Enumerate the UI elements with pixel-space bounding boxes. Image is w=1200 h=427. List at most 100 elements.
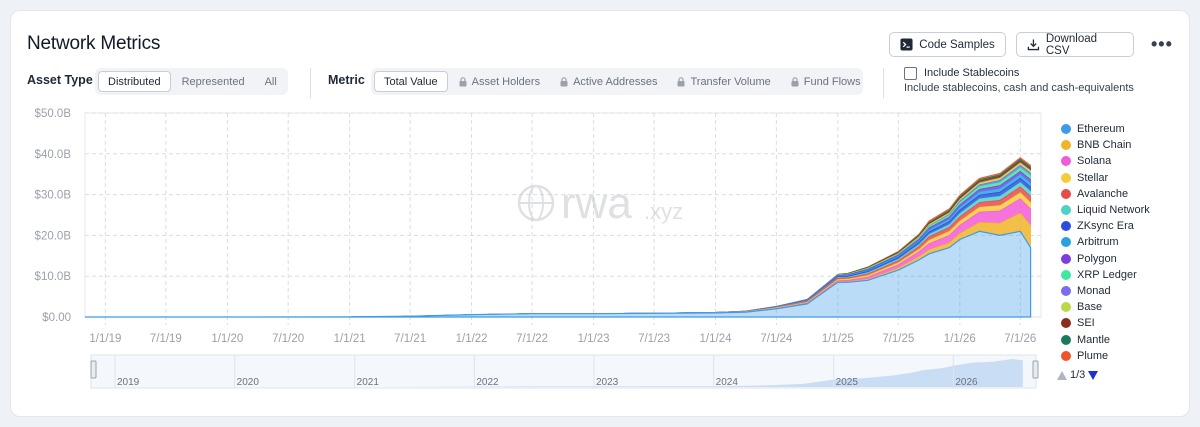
metric-fund-flows[interactable]: Fund Flows [782, 71, 870, 92]
legend-item[interactable]: Avalanche [1061, 186, 1150, 202]
legend-label: Liquid Network [1077, 204, 1150, 217]
legend-label: Arbitrum [1077, 236, 1119, 249]
x-tick-label: 7/1/22 [516, 333, 548, 345]
divider [310, 68, 311, 98]
legend-pager: 1/3 [1057, 369, 1099, 381]
navigator-year-label: 2020 [237, 377, 260, 388]
legend-label: Avalanche [1077, 187, 1129, 200]
network-metrics-card: Network Metrics Code Samples Download CS… [10, 10, 1190, 417]
legend-swatch [1061, 172, 1071, 183]
include-stablecoins-label: Include Stablecoins [924, 67, 1020, 79]
navigator-year-label: 2023 [596, 377, 619, 388]
include-stablecoins-description: Include stablecoins, cash and cash-equiv… [904, 82, 1134, 94]
x-tick-label: 1/1/23 [578, 333, 610, 345]
range-navigator[interactable]: 2019 2020 2021 2022 2023 2024 2025 2026 [90, 354, 1039, 389]
navigator-year-label: 2022 [476, 377, 499, 388]
legend-item[interactable]: Ethereum [1061, 121, 1150, 137]
legend-label: Monad [1077, 284, 1111, 297]
y-tick-label: $40.0B [35, 149, 72, 161]
asset-type-toggle: Distributed Represented All [95, 68, 288, 95]
navigator-year-label: 2024 [716, 377, 739, 388]
legend-item[interactable]: BNB Chain [1061, 137, 1150, 153]
area-chart[interactable]: rwa .xyz $0.00 $10.0B $20.0B $30.0B $40.0B $5… [11, 11, 1051, 406]
metric-asset-holders[interactable]: Asset Holders [450, 71, 549, 92]
lock-icon [677, 76, 685, 86]
x-tick-label: 7/1/23 [638, 333, 670, 345]
x-tick-label: 1/1/25 [822, 333, 854, 345]
legend-item[interactable]: Arbitrum [1061, 234, 1150, 250]
legend-swatch [1061, 205, 1071, 216]
x-tick-label: 7/1/26 [1004, 333, 1036, 345]
legend-label: Plume [1077, 349, 1109, 362]
x-tick-label: 1/1/24 [700, 333, 733, 345]
legend-swatch [1061, 237, 1071, 248]
watermark-brand: rwa [561, 179, 632, 228]
asset-type-represented[interactable]: Represented [181, 75, 245, 88]
legend-swatch [1061, 188, 1071, 199]
legend-next-icon[interactable] [1088, 370, 1099, 380]
legend-swatch [1061, 334, 1071, 345]
x-tick-label: 7/1/20 [272, 333, 304, 345]
code-samples-button[interactable]: Code Samples [889, 32, 1006, 57]
legend-label: Solana [1077, 155, 1112, 168]
asset-type-all[interactable]: All [264, 75, 277, 88]
legend-item[interactable]: Stellar [1061, 170, 1150, 186]
legend-label: XRP Ledger [1077, 268, 1137, 281]
legend-label: Stellar [1077, 171, 1109, 184]
legend-swatch [1061, 140, 1071, 151]
asset-type-distributed[interactable]: Distributed [98, 71, 171, 92]
download-icon [1027, 39, 1040, 51]
navigator-year-label: 2026 [955, 377, 978, 388]
legend-item[interactable]: Liquid Network [1061, 202, 1150, 218]
navigator-left-handle[interactable] [90, 360, 97, 379]
watermark-suffix: .xyz [644, 199, 683, 224]
include-stablecoins-checkbox[interactable] [904, 67, 917, 80]
x-tick-label: 7/1/25 [882, 333, 914, 345]
asset-type-label: Asset Type [27, 73, 93, 87]
legend-item[interactable]: Solana [1061, 153, 1150, 169]
watermark: rwa .xyz [517, 179, 683, 228]
x-tick-label: 1/1/26 [944, 333, 976, 345]
legend-label: Polygon [1077, 252, 1117, 265]
area-series-ethereum[interactable] [85, 230, 1032, 318]
metric-transfer-volume-label: Transfer Volume [690, 75, 771, 88]
legend-swatch [1061, 318, 1071, 329]
legend-item[interactable]: Plume [1061, 348, 1150, 364]
download-csv-button[interactable]: Download CSV [1016, 32, 1134, 57]
legend-label: Ethereum [1077, 123, 1125, 136]
metric-active-addresses-label: Active Addresses [573, 75, 658, 88]
y-tick-label: $0.00 [42, 312, 71, 324]
code-samples-label: Code Samples [919, 38, 995, 51]
legend-swatch [1061, 302, 1071, 313]
metric-fund-flows-label: Fund Flows [803, 75, 861, 88]
metric-label: Metric [328, 73, 365, 87]
legend-item[interactable]: XRP Ledger [1061, 267, 1150, 283]
navigator-right-handle[interactable] [1032, 360, 1039, 379]
y-tick-label: $50.0B [35, 108, 72, 120]
x-tick-label: 1/1/19 [89, 333, 121, 345]
more-options-icon[interactable]: ••• [1151, 34, 1173, 54]
globe-icon [517, 184, 555, 222]
legend-prev-icon[interactable] [1057, 370, 1067, 380]
legend-item[interactable]: Polygon [1061, 251, 1150, 267]
lock-icon [459, 76, 467, 86]
x-tick-label: 1/1/22 [456, 333, 488, 345]
metric-transfer-volume[interactable]: Transfer Volume [668, 71, 779, 92]
legend-page-indicator: 1/3 [1070, 369, 1086, 381]
x-tick-label: 1/1/20 [211, 333, 243, 345]
legend-swatch [1061, 350, 1071, 361]
page-title: Network Metrics [27, 33, 161, 54]
legend-item[interactable]: Base [1061, 299, 1150, 315]
legend-item[interactable]: ZKsync Era [1061, 218, 1150, 234]
lock-icon [560, 76, 568, 86]
metric-total-value[interactable]: Total Value [374, 71, 448, 92]
navigator-year-label: 2019 [117, 377, 140, 388]
chart-legend: Ethereum BNB Chain Solana Stellar Avalanche L… [1061, 121, 1150, 364]
legend-item[interactable]: SEI [1061, 315, 1150, 331]
metric-active-addresses[interactable]: Active Addresses [551, 71, 666, 92]
lock-icon [791, 76, 799, 86]
legend-item[interactable]: Monad [1061, 283, 1150, 299]
legend-item[interactable]: Mantle [1061, 331, 1150, 347]
legend-label: BNB Chain [1077, 139, 1132, 152]
x-tick-label: 1/1/21 [334, 333, 366, 345]
